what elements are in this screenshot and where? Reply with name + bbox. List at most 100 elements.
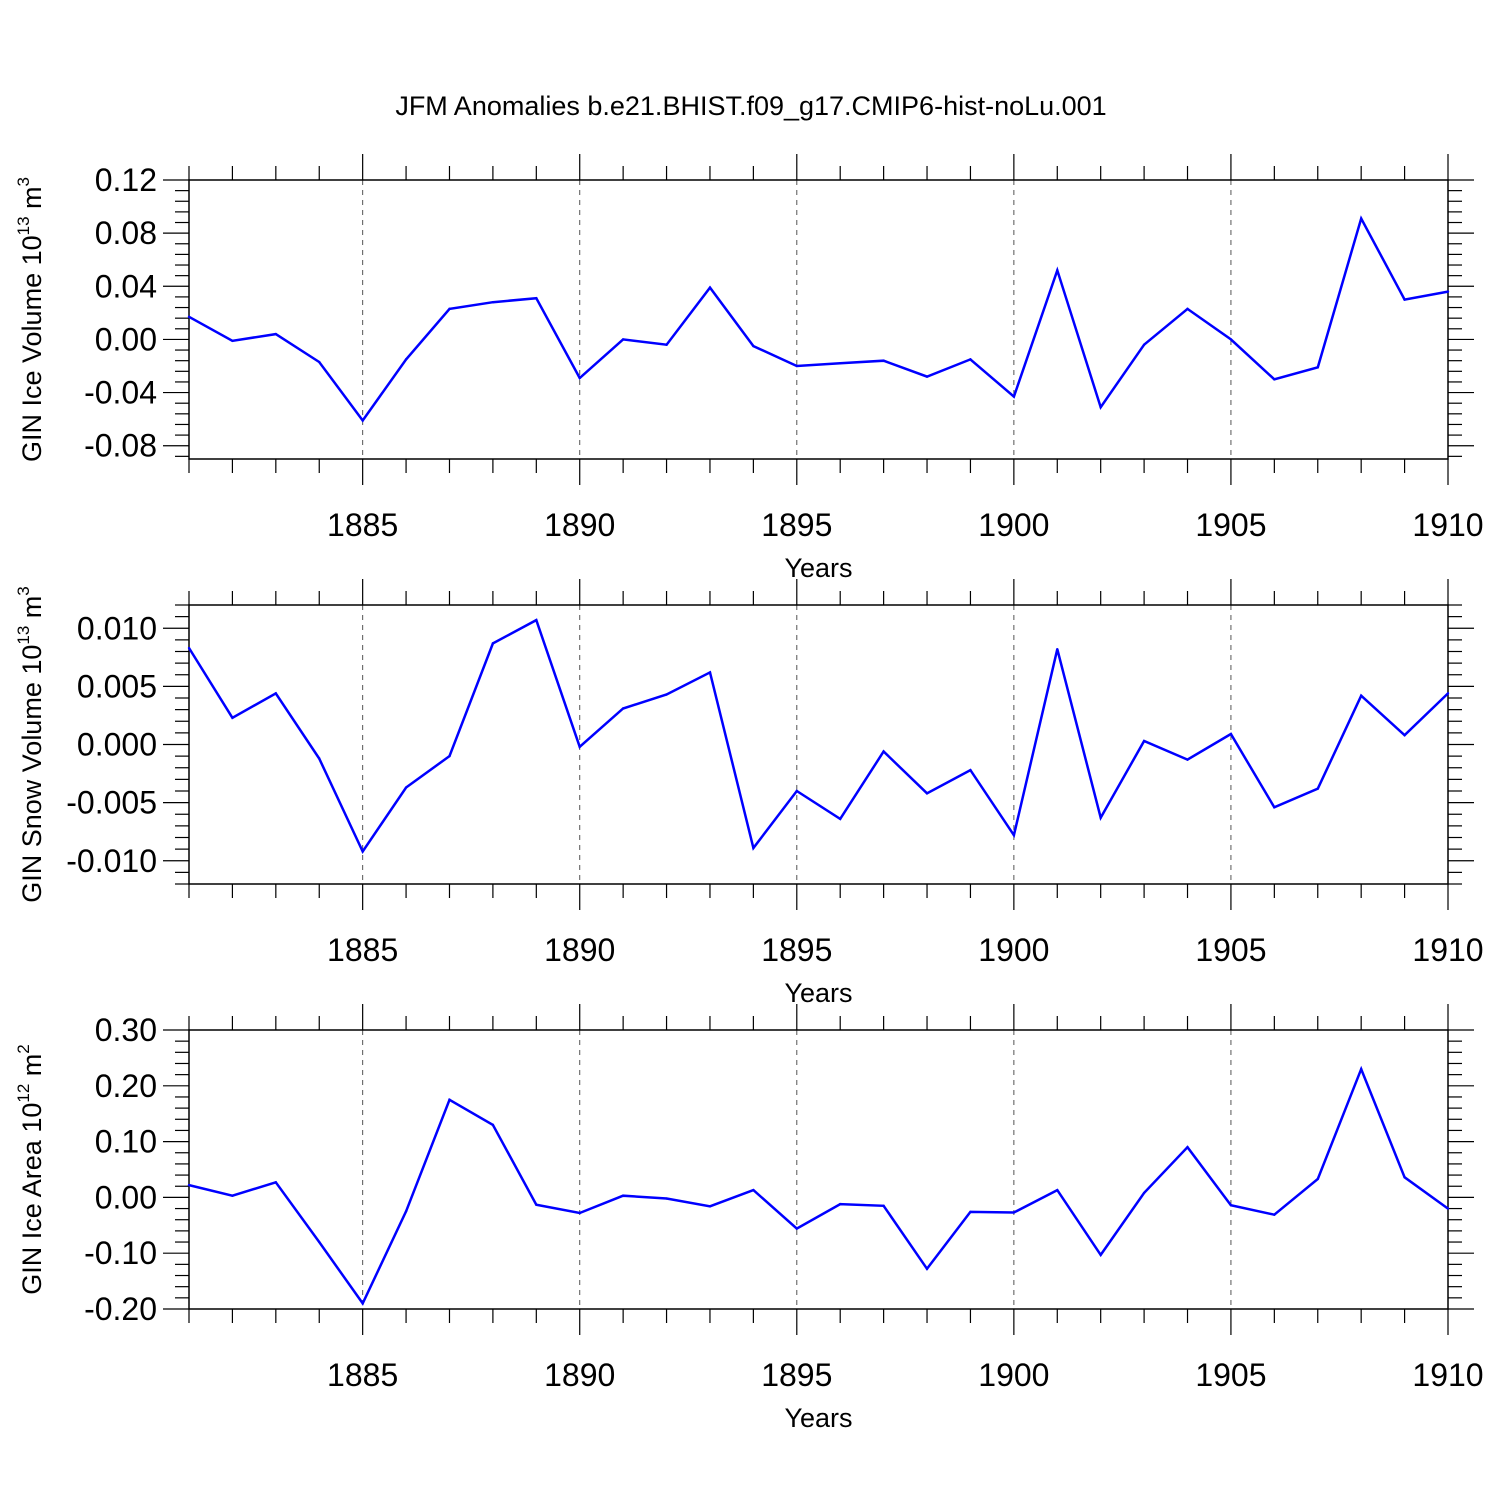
data-point: [1359, 1067, 1363, 1071]
data-point: [448, 307, 451, 311]
data-point: [1446, 290, 1450, 293]
panel-1: 0.12 0.08 0.04 0.00 -0.04 -0.08 1885 1890 1895 19…: [14, 154, 1484, 583]
data-point: [535, 297, 538, 300]
data-point: [795, 1227, 798, 1230]
data-point: [925, 1267, 929, 1271]
data-point: [491, 1123, 495, 1127]
x-tick-label: 1905: [1195, 932, 1266, 968]
x-tick-label: 1890: [544, 1357, 615, 1393]
data-point: [318, 1240, 321, 1244]
y-tick-label: 0.00: [95, 321, 157, 357]
data-point: [1316, 787, 1319, 790]
y-axis-label: GIN Snow Volume 1013 m3: [14, 586, 47, 903]
data-point: [1186, 1145, 1189, 1149]
data-point: [1403, 298, 1406, 301]
plot-frame: [188, 1029, 1449, 1310]
y-axis-label-superscript: 3: [14, 586, 33, 595]
x-tick-label: 1885: [327, 932, 398, 968]
data-point: [1403, 1176, 1406, 1179]
data-point: [665, 343, 668, 346]
data-point: [1403, 734, 1406, 737]
data-point: [1446, 1207, 1450, 1210]
data-point: [578, 1211, 581, 1215]
y-axis-label-superscript: 12: [14, 1084, 33, 1103]
x-tick-label: 1910: [1412, 932, 1483, 968]
data-point: [925, 792, 929, 795]
chart-title: JFM Anomalies b.e21.BHIST.f09_g17.CMIP6-…: [395, 91, 1106, 121]
data-point: [969, 1210, 972, 1214]
y-tick-label: 0.30: [95, 1012, 157, 1048]
data-point: [1099, 1253, 1102, 1257]
data-point: [925, 375, 929, 378]
data-point: [795, 364, 798, 368]
data-point: [839, 362, 842, 365]
data-point: [1229, 1204, 1233, 1207]
data-point: [882, 1204, 885, 1207]
data-point: [1056, 269, 1059, 272]
data-point: [665, 1197, 668, 1200]
y-tick-label: 0.10: [95, 1124, 157, 1160]
data-point: [621, 338, 625, 341]
x-tick-label: 1910: [1412, 1357, 1483, 1393]
y-axis-label-superscript: 13: [14, 626, 33, 645]
y-tick-label: 0.12: [95, 162, 157, 198]
data-point: [1012, 395, 1016, 398]
data-point: [1012, 1211, 1016, 1214]
data-point: [578, 376, 581, 380]
data-point: [708, 286, 712, 289]
y-tick-label: 0.20: [95, 1068, 157, 1104]
data-point: [578, 745, 581, 749]
data-point: [404, 786, 408, 789]
data-point: [1359, 694, 1363, 697]
series-line: [187, 618, 1449, 855]
x-tick-label: 1885: [327, 507, 398, 543]
data-point: [187, 315, 191, 319]
data-point: [1099, 816, 1102, 819]
x-axis-label: Years: [784, 553, 852, 583]
x-axis-label: Years: [784, 978, 852, 1008]
data-point: [708, 1205, 712, 1208]
data-point: [1273, 378, 1276, 381]
y-tick-label: -0.08: [84, 428, 157, 464]
data-point: [535, 1203, 538, 1206]
plot-frame: [188, 179, 1449, 460]
series-line: [188, 1065, 1449, 1306]
data-point: [1142, 343, 1146, 346]
data-point: [882, 359, 885, 362]
y-tick-label: 0.04: [95, 268, 157, 304]
y-tick-label: 0.005: [77, 668, 157, 704]
panel-2: 0.010 0.005 0.000 -0.005 -0.010 1885 1890 1895 1…: [14, 579, 1484, 1008]
y-axis-label: GIN Ice Area 1012 m2: [14, 1044, 47, 1295]
y-tick-label: -0.10: [84, 1235, 157, 1271]
y-axis-label-superscript: 13: [14, 216, 33, 235]
data-point: [361, 850, 364, 853]
data-point: [1359, 217, 1363, 220]
data-point: [665, 693, 668, 696]
data-point: [752, 344, 755, 348]
data-point: [274, 692, 278, 695]
x-tick-label: 1905: [1195, 1357, 1266, 1393]
y-axis-label-text: GIN Ice Volume 10: [17, 235, 47, 462]
y-tick-label: -0.20: [84, 1291, 157, 1327]
x-tick-label: 1895: [761, 507, 832, 543]
data-point: [1056, 647, 1059, 651]
y-tick-label: -0.04: [84, 375, 157, 411]
y-tick-label: 0.010: [77, 610, 157, 646]
x-tick-label: 1910: [1412, 507, 1483, 543]
series-line: [188, 215, 1449, 423]
x-tick-label: 1895: [761, 1357, 832, 1393]
data-point: [231, 339, 234, 342]
data-point: [1099, 405, 1102, 409]
data-point: [795, 789, 798, 793]
x-tick-label: 1900: [978, 1357, 1049, 1393]
data-point: [448, 754, 451, 758]
y-axis-label-superscript: 2: [14, 1044, 33, 1053]
data-point: [621, 707, 625, 710]
x-tick-label: 1895: [761, 932, 832, 968]
x-axis-label: Years: [784, 1403, 852, 1433]
data-point: [1316, 1177, 1319, 1181]
y-tick-label: -0.005: [66, 785, 157, 821]
data-point: [274, 1181, 278, 1184]
data-point: [969, 358, 972, 361]
data-point: [1186, 307, 1189, 311]
